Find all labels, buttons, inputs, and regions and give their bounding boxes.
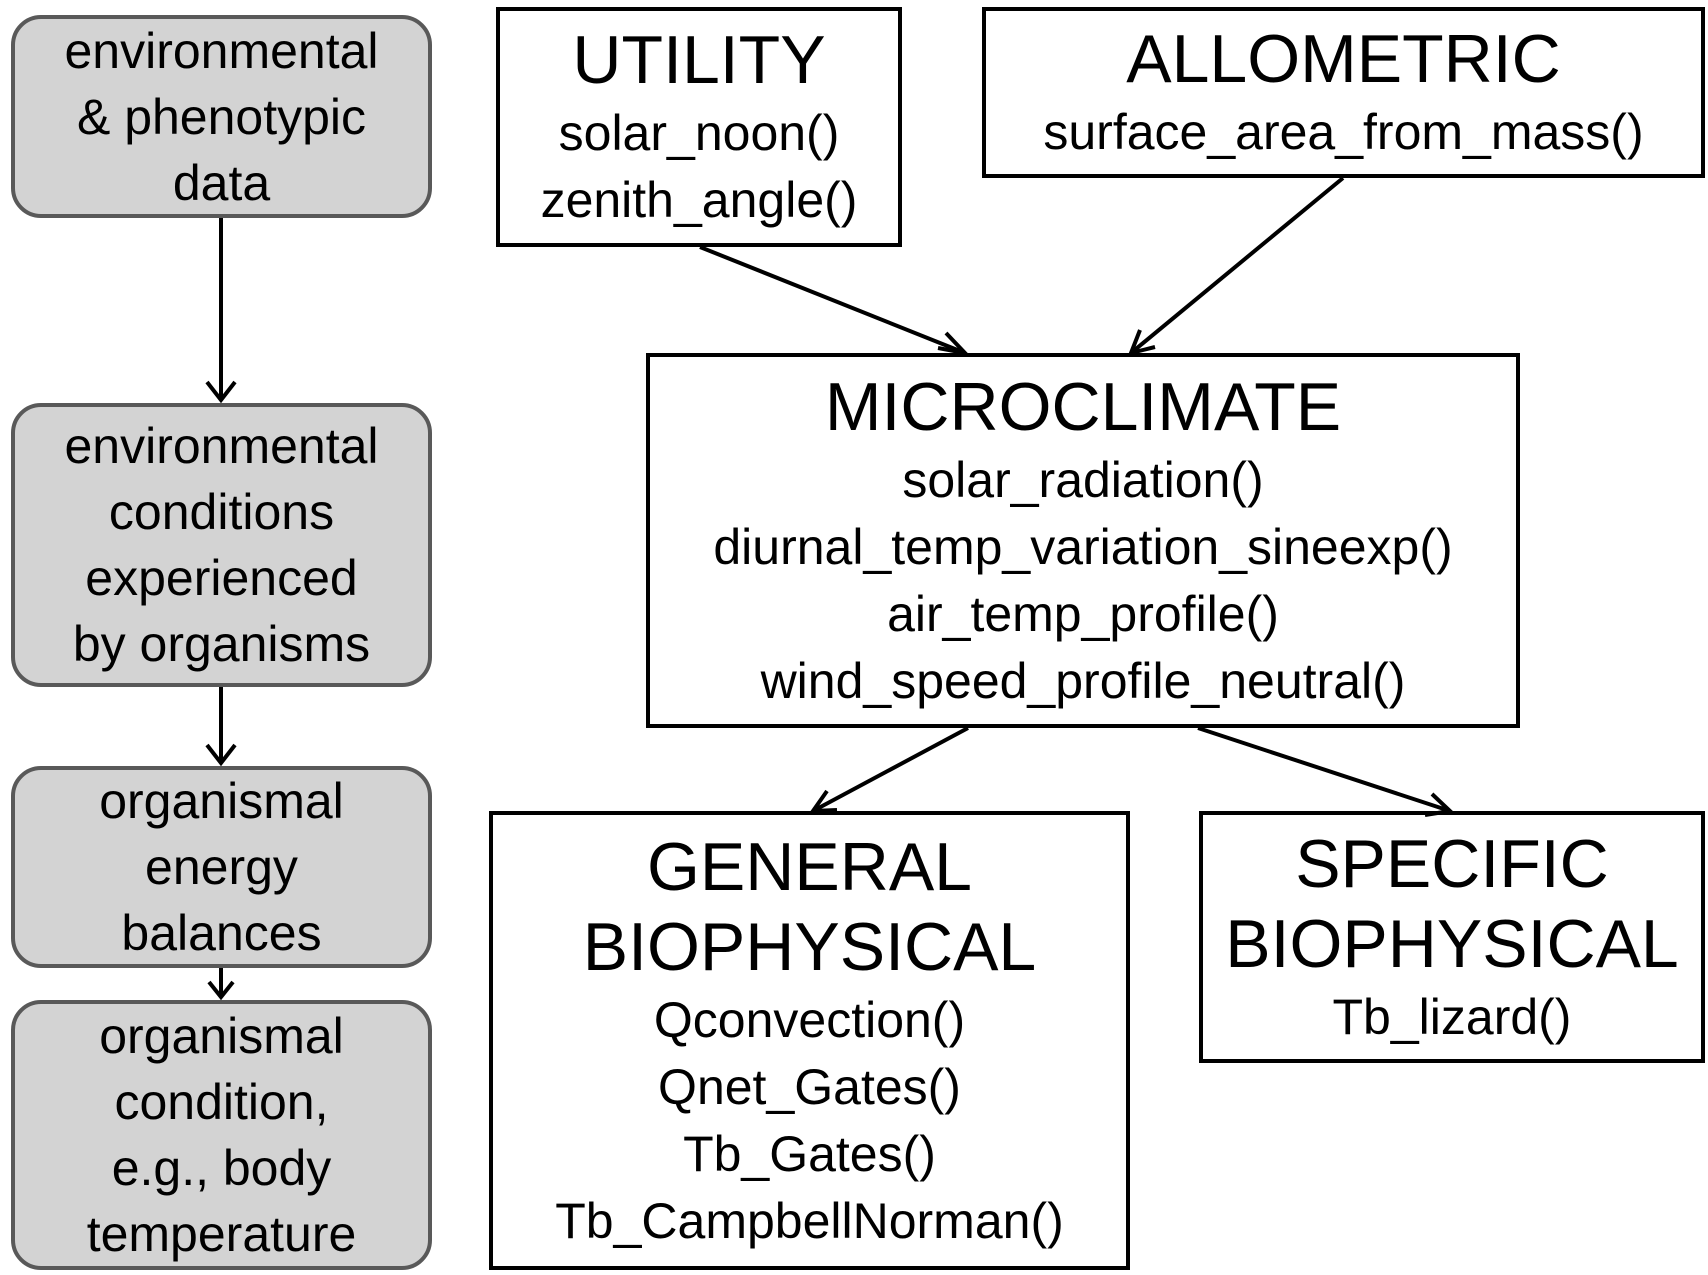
function-name: diurnal_temp_variation_sineexp() <box>713 518 1453 575</box>
flow-box-environmental-conditions: environmental conditions experienced by … <box>11 403 432 687</box>
function-name: Qconvection() <box>653 991 966 1048</box>
flow-text: experienced <box>85 550 358 606</box>
flow-text: organismal <box>99 773 344 829</box>
module-title: GENERAL <box>647 828 972 905</box>
flow-text: environmental <box>64 418 379 474</box>
function-name: Tb_lizard() <box>1332 988 1572 1045</box>
function-name: zenith_angle() <box>540 172 858 228</box>
flow-text: balances <box>121 905 322 961</box>
arrow-microclimate-to-general <box>809 726 969 814</box>
module-title: BIOPHYSICAL <box>582 908 1037 985</box>
function-name: Tb_CampbellNorman() <box>555 1192 1064 1249</box>
function-name: Qnet_Gates() <box>658 1058 961 1115</box>
module-title: ALLOMETRIC <box>1126 21 1561 97</box>
module-title: SPECIFIC <box>1295 825 1609 902</box>
module-allometric: ALLOMETRIC surface_area_from_mass() <box>982 7 1705 178</box>
module-utility: UTILITY solar_noon() zenith_angle() <box>496 7 902 247</box>
arrow-allometric-to-microclimate <box>1127 176 1345 356</box>
flow-box-organismal-condition: organismal condition, e.g., body tempera… <box>11 1000 432 1270</box>
flow-text: organismal <box>99 1008 344 1064</box>
flow-text: energy <box>145 839 298 895</box>
module-title: MICROCLIMATE <box>824 368 1342 445</box>
function-name: solar_radiation() <box>902 451 1264 508</box>
arrow-energy-to-condition <box>207 968 235 1001</box>
module-general-biophysical: GENERAL BIOPHYSICAL Qconvection() Qnet_G… <box>489 811 1130 1270</box>
arrow-data-to-conditions <box>205 218 237 404</box>
flow-box-energy-balances: organismal energy balances <box>11 766 432 968</box>
flow-text: e.g., body <box>111 1140 332 1196</box>
flow-text: by organisms <box>72 616 371 672</box>
module-title: UTILITY <box>572 22 826 98</box>
module-specific-biophysical: SPECIFIC BIOPHYSICAL Tb_lizard() <box>1199 811 1705 1063</box>
flow-text: condition, <box>114 1074 329 1130</box>
flow-text: conditions <box>108 484 335 540</box>
arrow-utility-to-microclimate <box>699 245 971 357</box>
flow-text: data <box>172 154 271 211</box>
function-name: solar_noon() <box>558 105 840 161</box>
function-name: surface_area_from_mass() <box>1043 104 1644 160</box>
flow-box-environmental-phenotypic-data: environmental & phenotypic data <box>11 15 432 218</box>
module-title: BIOPHYSICAL <box>1225 905 1679 982</box>
module-microclimate: MICROCLIMATE solar_radiation() diurnal_t… <box>646 353 1520 728</box>
arrow-conditions-to-energy <box>205 687 237 767</box>
arrow-microclimate-to-specific <box>1197 726 1455 817</box>
function-name: air_temp_profile() <box>887 585 1279 642</box>
flow-text: environmental <box>64 22 379 79</box>
flow-text: & phenotypic <box>76 88 367 145</box>
function-name: wind_speed_profile_neutral() <box>760 652 1406 709</box>
function-name: Tb_Gates() <box>683 1125 936 1182</box>
flow-text: temperature <box>86 1206 357 1262</box>
